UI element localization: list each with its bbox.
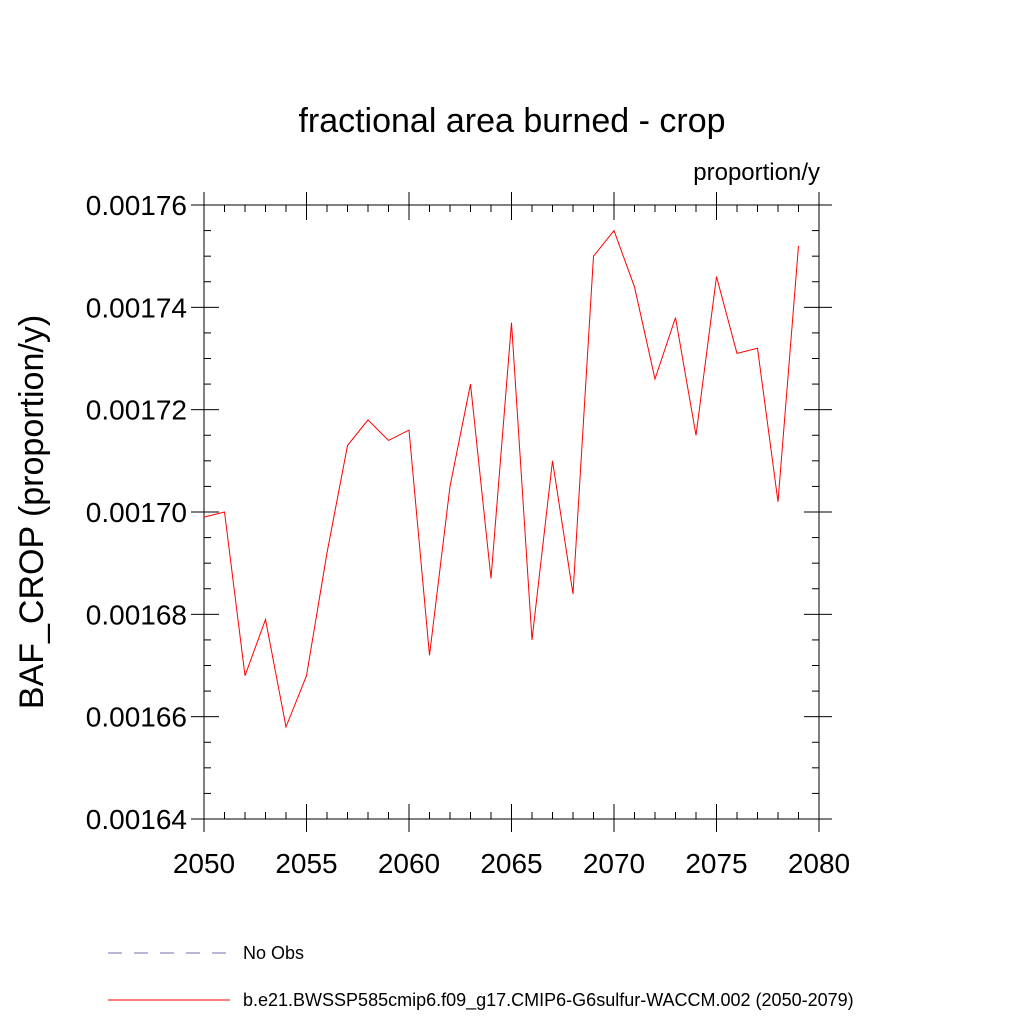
y-tick-label: 0.00172 bbox=[86, 395, 187, 426]
legend-label-series: b.e21.BWSSP585cmip6.f09_g17.CMIP6-G6sulf… bbox=[243, 990, 854, 1011]
y-tick-label: 0.00176 bbox=[86, 190, 187, 221]
y-tick-label: 0.00170 bbox=[86, 497, 187, 528]
series-group bbox=[203, 229, 799, 729]
x-tick-label: 2080 bbox=[788, 848, 850, 879]
y-tick-label: 0.00166 bbox=[86, 702, 187, 733]
x-tick-label: 2055 bbox=[275, 848, 337, 879]
plot-frame bbox=[203, 204, 820, 820]
legend-label-no-obs: No Obs bbox=[243, 943, 304, 963]
x-tick-label: 2060 bbox=[378, 848, 440, 879]
x-tick-label: 2075 bbox=[685, 848, 747, 879]
y-axis-tick-labels: 0.00164 0.00166 0.00168 0.00170 0.00172 0.001… bbox=[86, 190, 187, 835]
x-tick-label: 2065 bbox=[480, 848, 542, 879]
y-axis-ticks bbox=[191, 204, 832, 820]
x-tick-label: 2070 bbox=[583, 848, 645, 879]
legend: No Obs b.e21.BWSSP585cmip6.f09_g17.CMIP6… bbox=[108, 943, 854, 1011]
y-tick-label: 0.00168 bbox=[86, 599, 187, 630]
y-tick-label: 0.00174 bbox=[86, 292, 187, 323]
y-tick-label: 0.00164 bbox=[86, 804, 187, 835]
chart-title: fractional area burned - crop bbox=[298, 102, 725, 140]
x-tick-label: 2050 bbox=[173, 848, 235, 879]
x-axis-ticks bbox=[203, 192, 820, 832]
y-axis-label: BAF_CROP (proportion/y) bbox=[13, 315, 51, 709]
x-axis-tick-labels: 2050 2055 2060 2065 2070 2075 2080 bbox=[173, 848, 850, 879]
units-label: proportion/y bbox=[693, 159, 820, 186]
series-line bbox=[203, 229, 799, 729]
